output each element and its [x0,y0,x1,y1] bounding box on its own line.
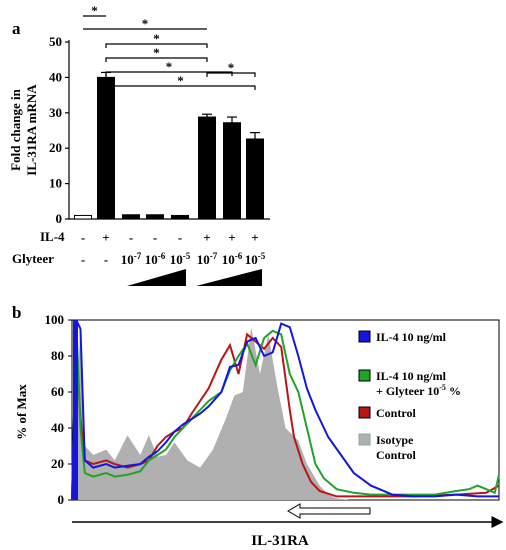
panel-b-ytick-label: 40 [51,420,64,435]
bar-5 [171,214,189,220]
left-edge-spike [73,320,78,500]
row-il4-cell: + [102,230,109,245]
histogram-il-4-10-ng-ml [71,319,499,501]
panel-a-ytick-label: 0 [56,211,63,226]
significance-star: * [166,59,173,74]
bar-8 [246,138,264,220]
bar-3 [122,214,140,220]
significance-star: * [228,60,235,75]
row-glyteer-cell: 10-7 [197,251,218,267]
legend-label: IL-4 10 ng/ml [376,330,447,344]
dose-wedge-alone [127,269,186,286]
panel-a-ytick-label: 30 [49,105,62,120]
row-il4-cell: - [129,230,133,245]
bar-7 [223,122,241,220]
panel-b-ytick-label: 80 [51,348,64,363]
panel-a-ytick-label: 10 [49,176,62,191]
legend-label: Isotype [376,433,414,447]
row-il4-cell: + [251,230,258,245]
panel-a-ylabel-line1: Fold change in [8,88,23,170]
legend-swatch [358,369,371,382]
significance-star: * [177,73,184,88]
panel-b-histograms [71,319,500,501]
panel-b-ytick-label: 60 [51,384,64,399]
bar-1 [74,214,92,220]
bar-4 [146,214,164,220]
panel-a-ytick-label: 20 [49,140,62,155]
legend-swatch [358,406,371,419]
panel-b-ytick-label: 100 [45,312,65,327]
dose-wedge-il4 [196,269,262,286]
significance-star: * [142,16,149,31]
panel-a-ylabel-line2: IL-31RA mRNA [24,84,39,176]
row-glyteer-cell: - [104,252,108,267]
significance-bracket [105,71,233,76]
row-glyteer-cell: 10-7 [121,251,142,267]
panel-b-xlabel: IL-31RA [251,533,309,549]
row-glyteer-cell: - [81,252,85,267]
panel-b-axes: 0 20 40 60 80 100 [45,312,72,507]
significance-bracket [105,85,256,90]
row-il4-cell: + [228,230,235,245]
row-il4-cell: - [178,230,182,245]
panel-a-bars [74,71,264,220]
legend-label-line2: Control [376,448,416,462]
panel-a-treatment-rows: - + - - - + + +- -10-7 10-6 10-5 10-7 10-6 10-5 [81,230,266,267]
row-il4-cell: - [81,230,85,245]
significance-star: * [153,31,160,46]
legend-label: Control [376,406,416,420]
panel-b-ylabel: % of Max [14,384,29,440]
significance-star: * [91,3,98,18]
row-il4-cell: - [153,230,157,245]
significance-bracket [105,43,208,48]
legend-swatch [358,433,371,446]
panel-a-ytick-label: 50 [49,34,62,49]
bar-6 [198,116,216,220]
significance-bracket [206,72,256,77]
row-glyteer-cell: 10-5 [245,251,266,267]
legend-label-line2: + Glyteer 10-5 % [376,383,461,398]
significance-star: * [153,45,160,60]
panel-b-ytick-label: 20 [51,456,64,471]
histogram-isotype-control [72,323,499,500]
panel-b-label: b [12,303,21,322]
bar-2 [97,76,115,220]
row-il4-label: IL-4 [40,229,65,244]
row-glyteer-cell: 10-6 [145,251,166,267]
panel-a-axes: 0 10 20 30 40 50 [49,34,270,226]
row-glyteer-label: Glyteer [12,251,54,266]
row-glyteer-cell: 10-6 [222,251,243,267]
panel-b-ytick-label: 0 [58,492,65,507]
legend-swatch [358,330,371,343]
panel-a-ytick-label: 40 [49,69,62,84]
histogram-il-4-10-ng-ml-glyteer-10-5- [71,323,500,501]
shift-arrow [287,503,371,519]
histogram-control [71,332,500,501]
row-il4-cell: + [203,230,210,245]
significance-bracket [105,57,208,62]
panel-a-significance: ******* [83,3,256,90]
panel-a-label: a [12,19,21,38]
row-glyteer-cell: 10-5 [170,251,191,267]
legend-label: IL-4 10 ng/ml [376,369,447,383]
